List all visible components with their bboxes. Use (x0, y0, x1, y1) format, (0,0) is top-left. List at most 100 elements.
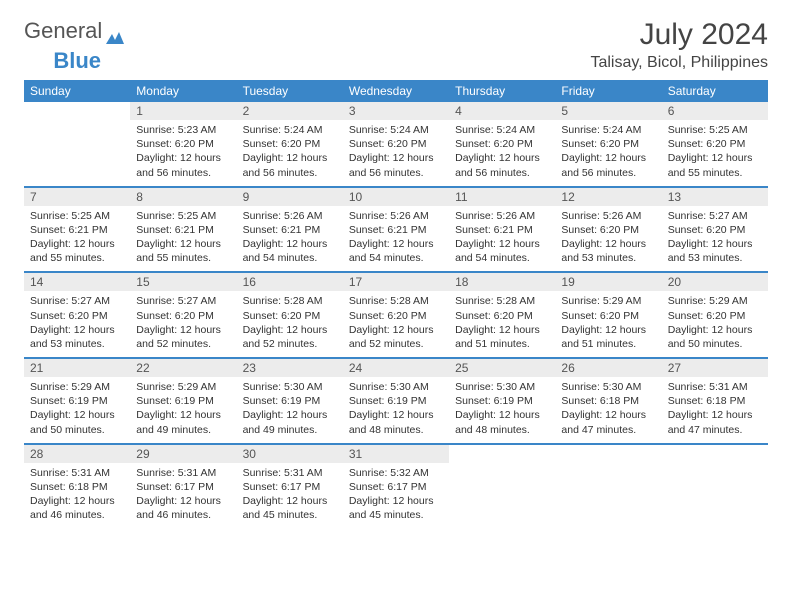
daylight-text: Daylight: 12 hours and 51 minutes. (561, 323, 655, 351)
day-number: 17 (343, 273, 449, 291)
day-number: 26 (555, 359, 661, 377)
weekday-header: Sunday (24, 80, 130, 102)
sunrise-text: Sunrise: 5:29 AM (30, 380, 124, 394)
sunrise-text: Sunrise: 5:30 AM (455, 380, 549, 394)
day-number: 18 (449, 273, 555, 291)
sunrise-text: Sunrise: 5:29 AM (668, 294, 762, 308)
calendar-table: Sunday Monday Tuesday Wednesday Thursday… (24, 80, 768, 528)
day-details: Sunrise: 5:27 AMSunset: 6:20 PMDaylight:… (662, 206, 768, 272)
calendar-day-cell: 16Sunrise: 5:28 AMSunset: 6:20 PMDayligh… (237, 272, 343, 358)
daylight-text: Daylight: 12 hours and 45 minutes. (243, 494, 337, 522)
sunrise-text: Sunrise: 5:26 AM (455, 209, 549, 223)
sunset-text: Sunset: 6:20 PM (668, 137, 762, 151)
calendar-day-cell: 23Sunrise: 5:30 AMSunset: 6:19 PMDayligh… (237, 358, 343, 444)
day-details: Sunrise: 5:27 AMSunset: 6:20 PMDaylight:… (130, 291, 236, 357)
day-number: 14 (24, 273, 130, 291)
sunset-text: Sunset: 6:21 PM (243, 223, 337, 237)
daylight-text: Daylight: 12 hours and 55 minutes. (30, 237, 124, 265)
weekday-header: Friday (555, 80, 661, 102)
calendar-week-row: 7Sunrise: 5:25 AMSunset: 6:21 PMDaylight… (24, 187, 768, 273)
sunset-text: Sunset: 6:21 PM (455, 223, 549, 237)
day-details: Sunrise: 5:24 AMSunset: 6:20 PMDaylight:… (449, 120, 555, 186)
sunrise-text: Sunrise: 5:31 AM (668, 380, 762, 394)
sunrise-text: Sunrise: 5:25 AM (668, 123, 762, 137)
day-number: 29 (130, 445, 236, 463)
day-number: 10 (343, 188, 449, 206)
sunrise-text: Sunrise: 5:24 AM (349, 123, 443, 137)
sunset-text: Sunset: 6:17 PM (349, 480, 443, 494)
daylight-text: Daylight: 12 hours and 50 minutes. (668, 323, 762, 351)
day-number: 27 (662, 359, 768, 377)
sunset-text: Sunset: 6:21 PM (30, 223, 124, 237)
day-details: Sunrise: 5:29 AMSunset: 6:19 PMDaylight:… (24, 377, 130, 443)
sunset-text: Sunset: 6:19 PM (349, 394, 443, 408)
calendar-day-cell: 9Sunrise: 5:26 AMSunset: 6:21 PMDaylight… (237, 187, 343, 273)
sunrise-text: Sunrise: 5:25 AM (136, 209, 230, 223)
month-title: July 2024 (590, 18, 768, 52)
day-number: 11 (449, 188, 555, 206)
calendar-day-cell: 28Sunrise: 5:31 AMSunset: 6:18 PMDayligh… (24, 444, 130, 529)
logo-text-1: General (24, 18, 102, 44)
sunset-text: Sunset: 6:20 PM (561, 309, 655, 323)
sunset-text: Sunset: 6:18 PM (30, 480, 124, 494)
calendar-day-cell: 25Sunrise: 5:30 AMSunset: 6:19 PMDayligh… (449, 358, 555, 444)
sunrise-text: Sunrise: 5:26 AM (349, 209, 443, 223)
sunset-text: Sunset: 6:20 PM (561, 137, 655, 151)
sunset-text: Sunset: 6:19 PM (243, 394, 337, 408)
sunrise-text: Sunrise: 5:29 AM (136, 380, 230, 394)
sunrise-text: Sunrise: 5:28 AM (243, 294, 337, 308)
sunset-text: Sunset: 6:20 PM (30, 309, 124, 323)
calendar-day-cell: 22Sunrise: 5:29 AMSunset: 6:19 PMDayligh… (130, 358, 236, 444)
sunrise-text: Sunrise: 5:28 AM (349, 294, 443, 308)
day-number: 31 (343, 445, 449, 463)
calendar-day-cell: 5Sunrise: 5:24 AMSunset: 6:20 PMDaylight… (555, 102, 661, 187)
sunset-text: Sunset: 6:20 PM (243, 137, 337, 151)
day-number: 3 (343, 102, 449, 120)
logo-text-2: Blue (53, 48, 101, 73)
daylight-text: Daylight: 12 hours and 56 minutes. (349, 151, 443, 179)
day-number: 2 (237, 102, 343, 120)
day-number: 16 (237, 273, 343, 291)
day-details: Sunrise: 5:24 AMSunset: 6:20 PMDaylight:… (555, 120, 661, 186)
calendar-day-cell: 17Sunrise: 5:28 AMSunset: 6:20 PMDayligh… (343, 272, 449, 358)
calendar-day-cell: 24Sunrise: 5:30 AMSunset: 6:19 PMDayligh… (343, 358, 449, 444)
day-number: 30 (237, 445, 343, 463)
weekday-header: Tuesday (237, 80, 343, 102)
calendar-week-row: 21Sunrise: 5:29 AMSunset: 6:19 PMDayligh… (24, 358, 768, 444)
day-number: 5 (555, 102, 661, 120)
sunset-text: Sunset: 6:21 PM (136, 223, 230, 237)
daylight-text: Daylight: 12 hours and 55 minutes. (136, 237, 230, 265)
sunset-text: Sunset: 6:17 PM (243, 480, 337, 494)
sunrise-text: Sunrise: 5:25 AM (30, 209, 124, 223)
sunrise-text: Sunrise: 5:30 AM (349, 380, 443, 394)
sunrise-text: Sunrise: 5:31 AM (30, 466, 124, 480)
calendar-day-cell (662, 444, 768, 529)
day-number: 19 (555, 273, 661, 291)
day-details: Sunrise: 5:26 AMSunset: 6:20 PMDaylight:… (555, 206, 661, 272)
day-details: Sunrise: 5:24 AMSunset: 6:20 PMDaylight:… (237, 120, 343, 186)
weekday-header: Wednesday (343, 80, 449, 102)
logo: General (24, 18, 128, 44)
calendar-day-cell: 10Sunrise: 5:26 AMSunset: 6:21 PMDayligh… (343, 187, 449, 273)
day-details: Sunrise: 5:24 AMSunset: 6:20 PMDaylight:… (343, 120, 449, 186)
calendar-day-cell: 15Sunrise: 5:27 AMSunset: 6:20 PMDayligh… (130, 272, 236, 358)
calendar-day-cell: 31Sunrise: 5:32 AMSunset: 6:17 PMDayligh… (343, 444, 449, 529)
daylight-text: Daylight: 12 hours and 52 minutes. (243, 323, 337, 351)
day-details: Sunrise: 5:23 AMSunset: 6:20 PMDaylight:… (130, 120, 236, 186)
sunset-text: Sunset: 6:20 PM (455, 309, 549, 323)
daylight-text: Daylight: 12 hours and 56 minutes. (455, 151, 549, 179)
daylight-text: Daylight: 12 hours and 48 minutes. (349, 408, 443, 436)
sunset-text: Sunset: 6:19 PM (455, 394, 549, 408)
weekday-header: Thursday (449, 80, 555, 102)
sunset-text: Sunset: 6:20 PM (561, 223, 655, 237)
sunrise-text: Sunrise: 5:30 AM (243, 380, 337, 394)
day-details: Sunrise: 5:28 AMSunset: 6:20 PMDaylight:… (449, 291, 555, 357)
daylight-text: Daylight: 12 hours and 50 minutes. (30, 408, 124, 436)
calendar-day-cell (24, 102, 130, 187)
daylight-text: Daylight: 12 hours and 53 minutes. (561, 237, 655, 265)
calendar-day-cell: 8Sunrise: 5:25 AMSunset: 6:21 PMDaylight… (130, 187, 236, 273)
day-details: Sunrise: 5:32 AMSunset: 6:17 PMDaylight:… (343, 463, 449, 529)
day-number (24, 102, 130, 120)
day-details: Sunrise: 5:29 AMSunset: 6:19 PMDaylight:… (130, 377, 236, 443)
daylight-text: Daylight: 12 hours and 48 minutes. (455, 408, 549, 436)
